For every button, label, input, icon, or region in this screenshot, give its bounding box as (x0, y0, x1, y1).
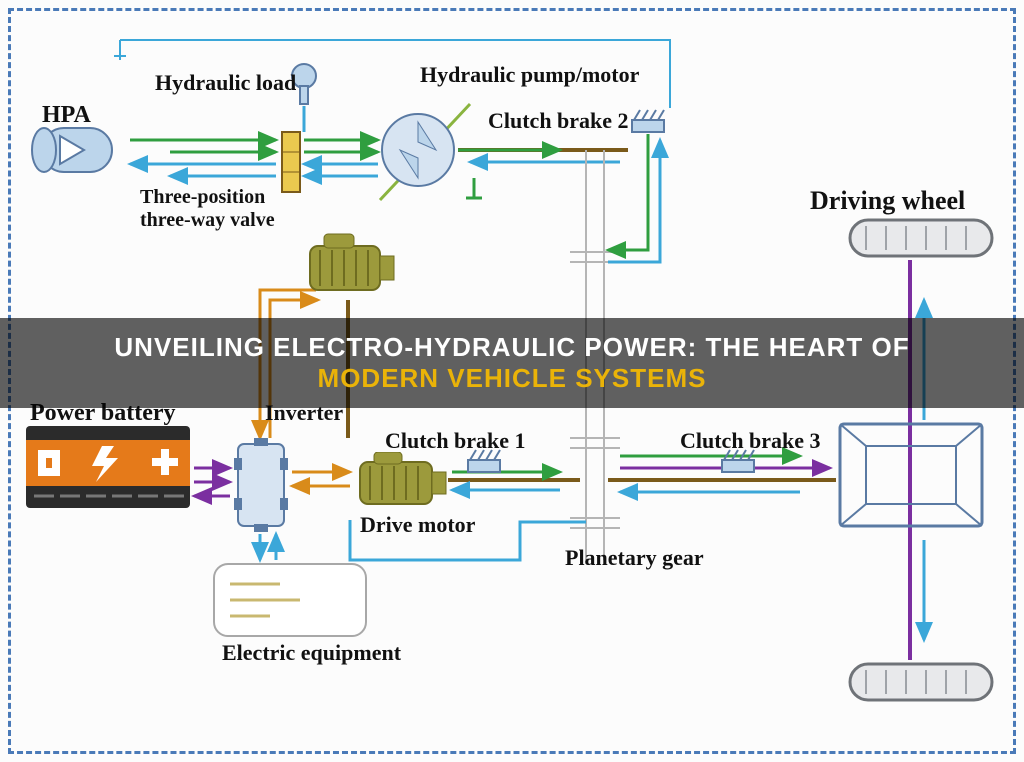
title-overlay: UNVEILING ELECTRO-HYDRAULIC POWER: THE H… (0, 318, 1024, 408)
gearbox-icon (836, 420, 986, 530)
label-driving-wheel: Driving wheel (810, 186, 965, 216)
wheel-top-icon (846, 216, 996, 260)
three-way-valve-icon (280, 130, 302, 194)
label-drive-motor: Drive motor (360, 512, 475, 538)
drive-motor-icon (352, 452, 448, 514)
hpa-tank (30, 126, 126, 174)
label-hydraulic-load: Hydraulic load (155, 70, 296, 96)
battery-icon (24, 424, 192, 510)
label-clutch1: Clutch brake 1 (385, 428, 526, 454)
title-line2: MODERN VEHICLE SYSTEMS (20, 363, 1004, 394)
clutch2-icon (630, 106, 666, 134)
title-line1: UNVEILING ELECTRO-HYDRAULIC POWER: THE H… (20, 332, 1004, 363)
equipment-icon (210, 560, 370, 640)
label-clutch3: Clutch brake 3 (680, 428, 821, 454)
pump-motor-icon (380, 112, 456, 188)
label-clutch2: Clutch brake 2 (488, 108, 629, 134)
label-electric-equipment: Electric equipment (222, 640, 401, 666)
label-pump-motor: Hydraulic pump/motor (420, 62, 639, 88)
label-planetary-gear: Planetary gear (565, 545, 704, 571)
inverter-icon (232, 438, 290, 532)
label-three-valve: Three-position three-way valve (140, 186, 275, 232)
top-motor-icon (300, 230, 396, 300)
wheel-bottom-icon (846, 660, 996, 704)
label-hpa: HPA (42, 102, 91, 129)
